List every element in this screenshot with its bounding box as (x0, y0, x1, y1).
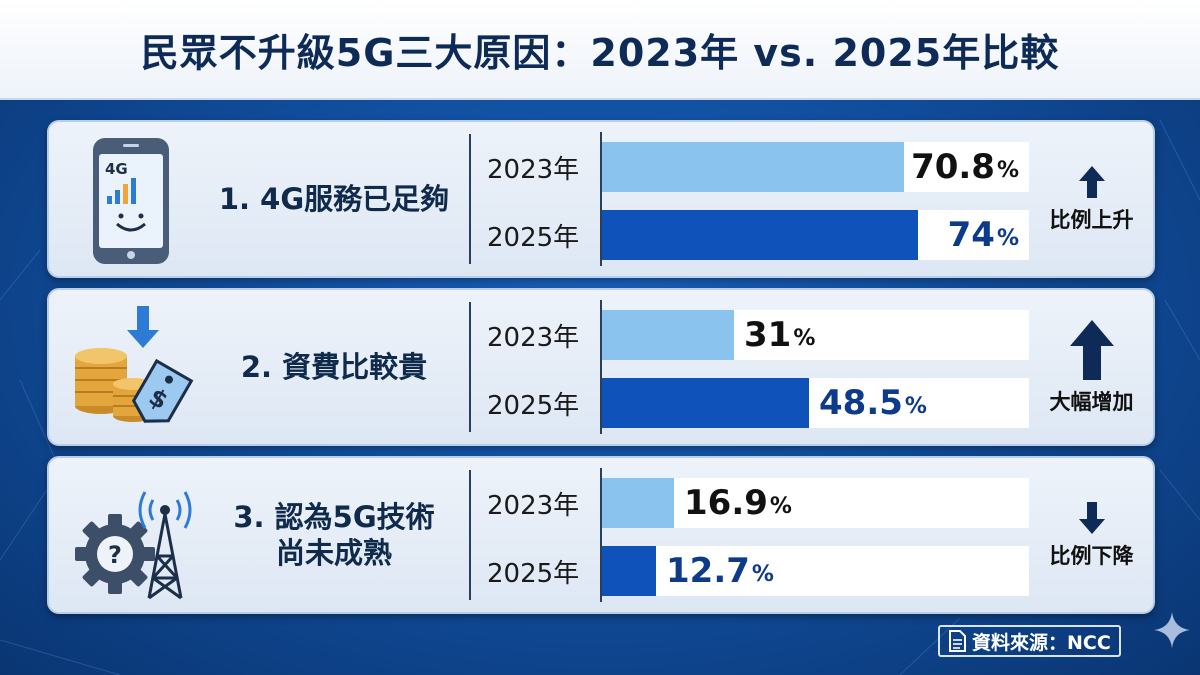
bar-track-2023: 31% (602, 310, 1029, 360)
sparkle-icon (1154, 612, 1190, 648)
trend-label: 大幅增加 (1049, 390, 1134, 414)
reason-panel-1: 4G 1. 4G服務已足夠 2023年 2025年 70.8% 74% 比例上升 (47, 120, 1155, 278)
source-text: 資料來源：NCC (972, 631, 1111, 654)
year-label-2025: 2025年 (487, 222, 580, 253)
bar-track-2023: 16.9% (602, 478, 1029, 528)
document-icon (949, 630, 966, 652)
source-note: 資料來源：NCC (938, 625, 1121, 657)
bar-2023 (602, 478, 674, 528)
bar-track-2025: 48.5% (602, 378, 1029, 428)
year-label-2025: 2025年 (487, 390, 580, 421)
bar-axis (600, 468, 602, 602)
bar-track-2023: 70.8% (602, 142, 1029, 192)
value-label-2025: 74% (947, 215, 1019, 255)
divider (469, 134, 471, 264)
trend-label: 比例上升 (1049, 208, 1134, 232)
trend-label: 比例下降 (1049, 544, 1134, 568)
year-label-2023: 2023年 (487, 490, 580, 521)
bar-axis (600, 300, 602, 434)
value-label-2023: 70.8% (911, 147, 1019, 187)
value-label-2025: 48.5% (819, 383, 927, 423)
bar-2025 (602, 378, 809, 428)
year-label-2023: 2023年 (487, 322, 580, 353)
svg-text:?: ? (108, 541, 122, 569)
divider (469, 470, 471, 600)
reason-panel-2: $ 2. 資費比較貴 2023年 2025年 31% 48.5% 大幅增加 (47, 288, 1155, 446)
reason-text: 1. 4G服務已足夠 (218, 182, 450, 216)
reason-panel-3: ? 3. 認為5G技術 尚未成熟 2023年 2025年 (47, 456, 1155, 614)
bar-track-2025: 74% (602, 210, 1029, 260)
gear-question-tower-icon: ? (71, 470, 201, 604)
coins-price-tag-icon: $ (71, 302, 201, 436)
bar-2025 (602, 546, 656, 596)
reason-label: 2. 資費比較貴 (199, 290, 469, 444)
value-label-2025: 12.7% (666, 551, 774, 591)
arrow-up-large-icon (1069, 320, 1114, 380)
year-label-2025: 2025年 (487, 558, 580, 589)
page-title: 民眾不升級5G三大原因：2023年 vs. 2025年比較 (140, 30, 1060, 75)
trend-indicator: 大幅增加 (1034, 290, 1149, 444)
value-label-2023: 16.9% (684, 483, 792, 523)
bar-2025 (602, 210, 918, 260)
reason-text-line-2: 尚未成熟 (275, 536, 392, 570)
reason-label: 1. 4G服務已足夠 (199, 122, 469, 276)
svg-text:4G: 4G (105, 160, 128, 178)
reason-label: 3. 認為5G技術 尚未成熟 (199, 458, 469, 612)
trend-indicator: 比例下降 (1034, 458, 1149, 612)
title-bar: 民眾不升級5G三大原因：2023年 vs. 2025年比較 (0, 0, 1200, 100)
bar-track-2025: 12.7% (602, 546, 1029, 596)
value-label-2023: 31% (744, 315, 816, 355)
bar-2023 (602, 142, 904, 192)
bar-2023 (602, 310, 734, 360)
trend-indicator: 比例上升 (1034, 122, 1149, 276)
year-label-2023: 2023年 (487, 154, 580, 185)
bar-axis (600, 132, 602, 266)
reason-text-line-1: 3. 認為5G技術 (233, 500, 435, 534)
arrow-up-small-icon (1078, 166, 1105, 198)
smartphone-4g-icon: 4G (71, 134, 201, 268)
arrow-down-small-icon (1078, 502, 1105, 534)
reason-text: 2. 資費比較貴 (240, 350, 428, 384)
divider (469, 302, 471, 432)
